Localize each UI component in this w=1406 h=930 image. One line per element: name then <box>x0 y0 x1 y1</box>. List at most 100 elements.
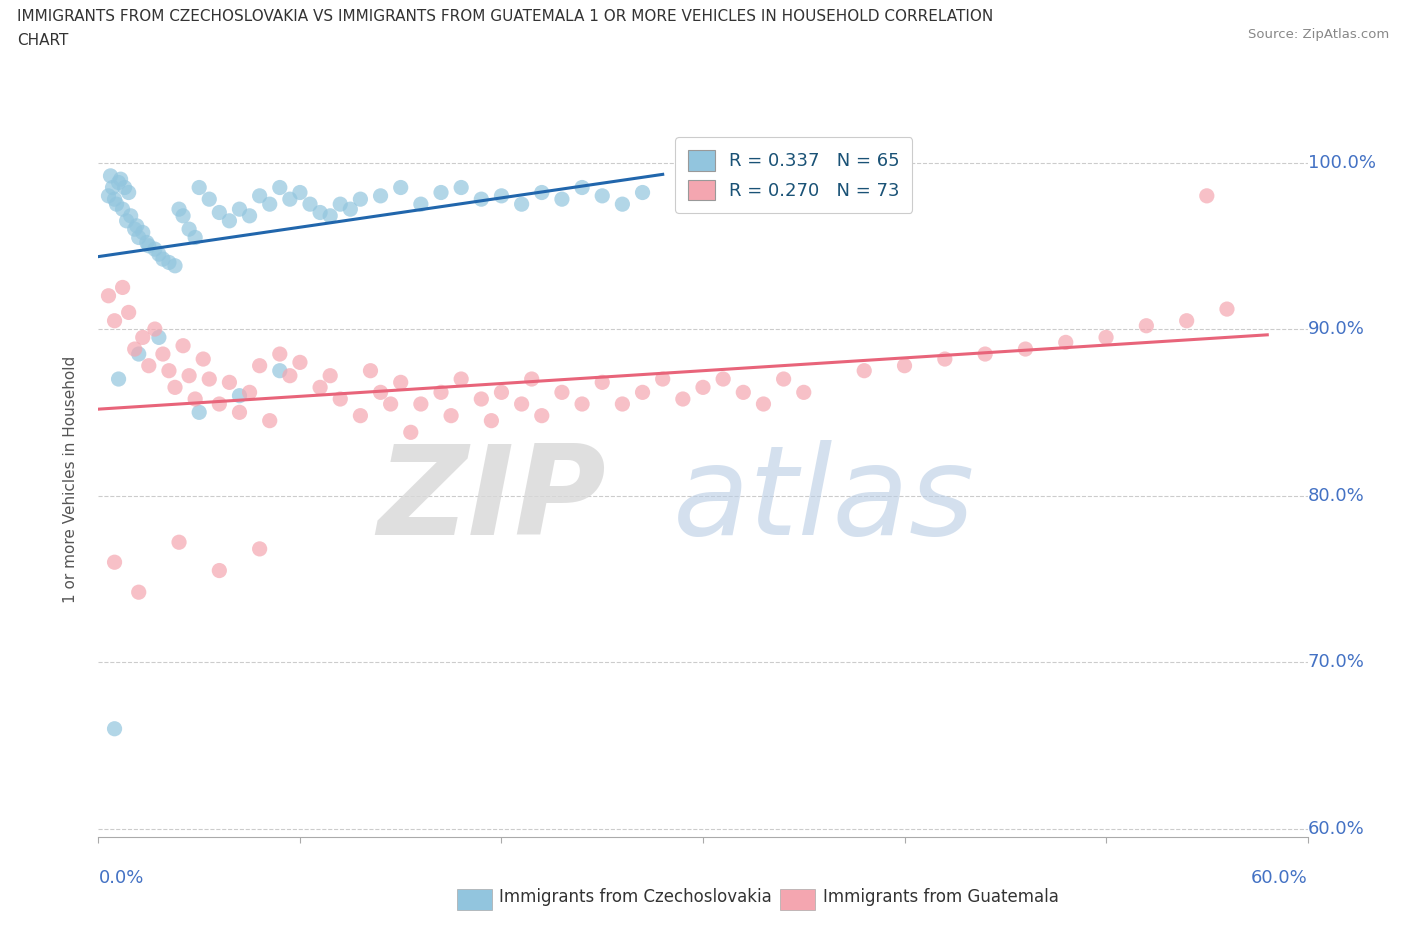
Point <box>111 280 134 295</box>
Text: IMMIGRANTS FROM CZECHOSLOVAKIA VS IMMIGRANTS FROM GUATEMALA 1 OR MORE VEHICLES I: IMMIGRANTS FROM CZECHOSLOVAKIA VS IMMIGR… <box>17 9 993 24</box>
Point <box>510 396 533 411</box>
Point <box>389 375 412 390</box>
Point <box>370 189 392 204</box>
Legend: R = 0.337   N = 65, R = 0.270   N = 73: R = 0.337 N = 65, R = 0.270 N = 73 <box>675 137 912 213</box>
Point <box>853 364 876 379</box>
Point <box>409 197 432 212</box>
Point <box>110 172 132 187</box>
Point <box>1095 330 1118 345</box>
Point <box>491 189 513 204</box>
Point <box>101 180 124 195</box>
Point <box>288 185 311 200</box>
Text: 100.0%: 100.0% <box>1308 153 1375 171</box>
Point <box>612 396 634 411</box>
Point <box>278 192 301 206</box>
Point <box>793 385 815 400</box>
Point <box>249 541 271 556</box>
Point <box>249 358 271 373</box>
Point <box>128 585 150 600</box>
Point <box>208 563 231 578</box>
Point <box>128 347 150 362</box>
Point <box>198 372 221 387</box>
Point <box>339 202 361 217</box>
Point <box>218 375 240 390</box>
Point <box>103 555 125 570</box>
Point <box>184 392 207 406</box>
Point <box>349 408 371 423</box>
Point <box>1054 335 1077 350</box>
Point <box>124 341 146 356</box>
Point <box>97 288 120 303</box>
Point <box>148 330 170 345</box>
Point <box>125 219 148 233</box>
Point <box>177 221 201 236</box>
Point <box>409 396 432 411</box>
Text: 60.0%: 60.0% <box>1308 819 1364 838</box>
Point <box>530 185 553 200</box>
Point <box>389 180 412 195</box>
Point <box>450 372 472 387</box>
Point <box>135 235 157 250</box>
Point <box>157 255 180 270</box>
Point <box>259 197 281 212</box>
Point <box>551 192 574 206</box>
Point <box>143 322 166 337</box>
Point <box>103 722 125 737</box>
Point <box>370 385 392 400</box>
Point <box>470 192 492 206</box>
Point <box>520 372 543 387</box>
Point <box>571 180 593 195</box>
Point <box>551 385 574 400</box>
Point <box>380 396 402 411</box>
Point <box>259 413 281 428</box>
Point <box>631 385 654 400</box>
Point <box>1014 341 1036 356</box>
Point <box>184 230 207 245</box>
Point <box>1216 301 1239 316</box>
Point <box>752 396 775 411</box>
Point <box>228 405 250 419</box>
Point <box>249 189 271 204</box>
Point <box>167 535 190 550</box>
Point <box>934 352 956 366</box>
Point <box>138 238 160 253</box>
Point <box>118 185 141 200</box>
Point <box>138 358 160 373</box>
Text: 70.0%: 70.0% <box>1308 653 1364 671</box>
Point <box>111 202 134 217</box>
Point <box>143 242 166 257</box>
Point <box>470 392 492 406</box>
Point <box>974 347 997 362</box>
Point <box>631 185 654 200</box>
Point <box>309 380 332 395</box>
Point <box>491 385 513 400</box>
Point <box>120 208 142 223</box>
Point <box>319 208 342 223</box>
Point <box>530 408 553 423</box>
Point <box>571 396 593 411</box>
Point <box>100 168 122 183</box>
Point <box>167 202 190 217</box>
Point <box>269 180 291 195</box>
Point <box>152 347 174 362</box>
Point <box>177 368 201 383</box>
Text: 0.0%: 0.0% <box>98 870 143 887</box>
Point <box>103 313 125 328</box>
Point <box>97 189 120 204</box>
Point <box>152 252 174 267</box>
Point <box>208 396 231 411</box>
Point <box>733 385 755 400</box>
Point <box>430 385 453 400</box>
Text: CHART: CHART <box>17 33 69 47</box>
Point <box>103 192 125 206</box>
Point <box>481 413 503 428</box>
Text: 90.0%: 90.0% <box>1308 320 1364 339</box>
Point <box>440 408 463 423</box>
Point <box>124 221 146 236</box>
Point <box>105 197 128 212</box>
Point <box>218 213 240 228</box>
Point <box>269 347 291 362</box>
Point <box>278 368 301 383</box>
Text: Source: ZipAtlas.com: Source: ZipAtlas.com <box>1249 28 1389 41</box>
Point <box>107 175 129 190</box>
